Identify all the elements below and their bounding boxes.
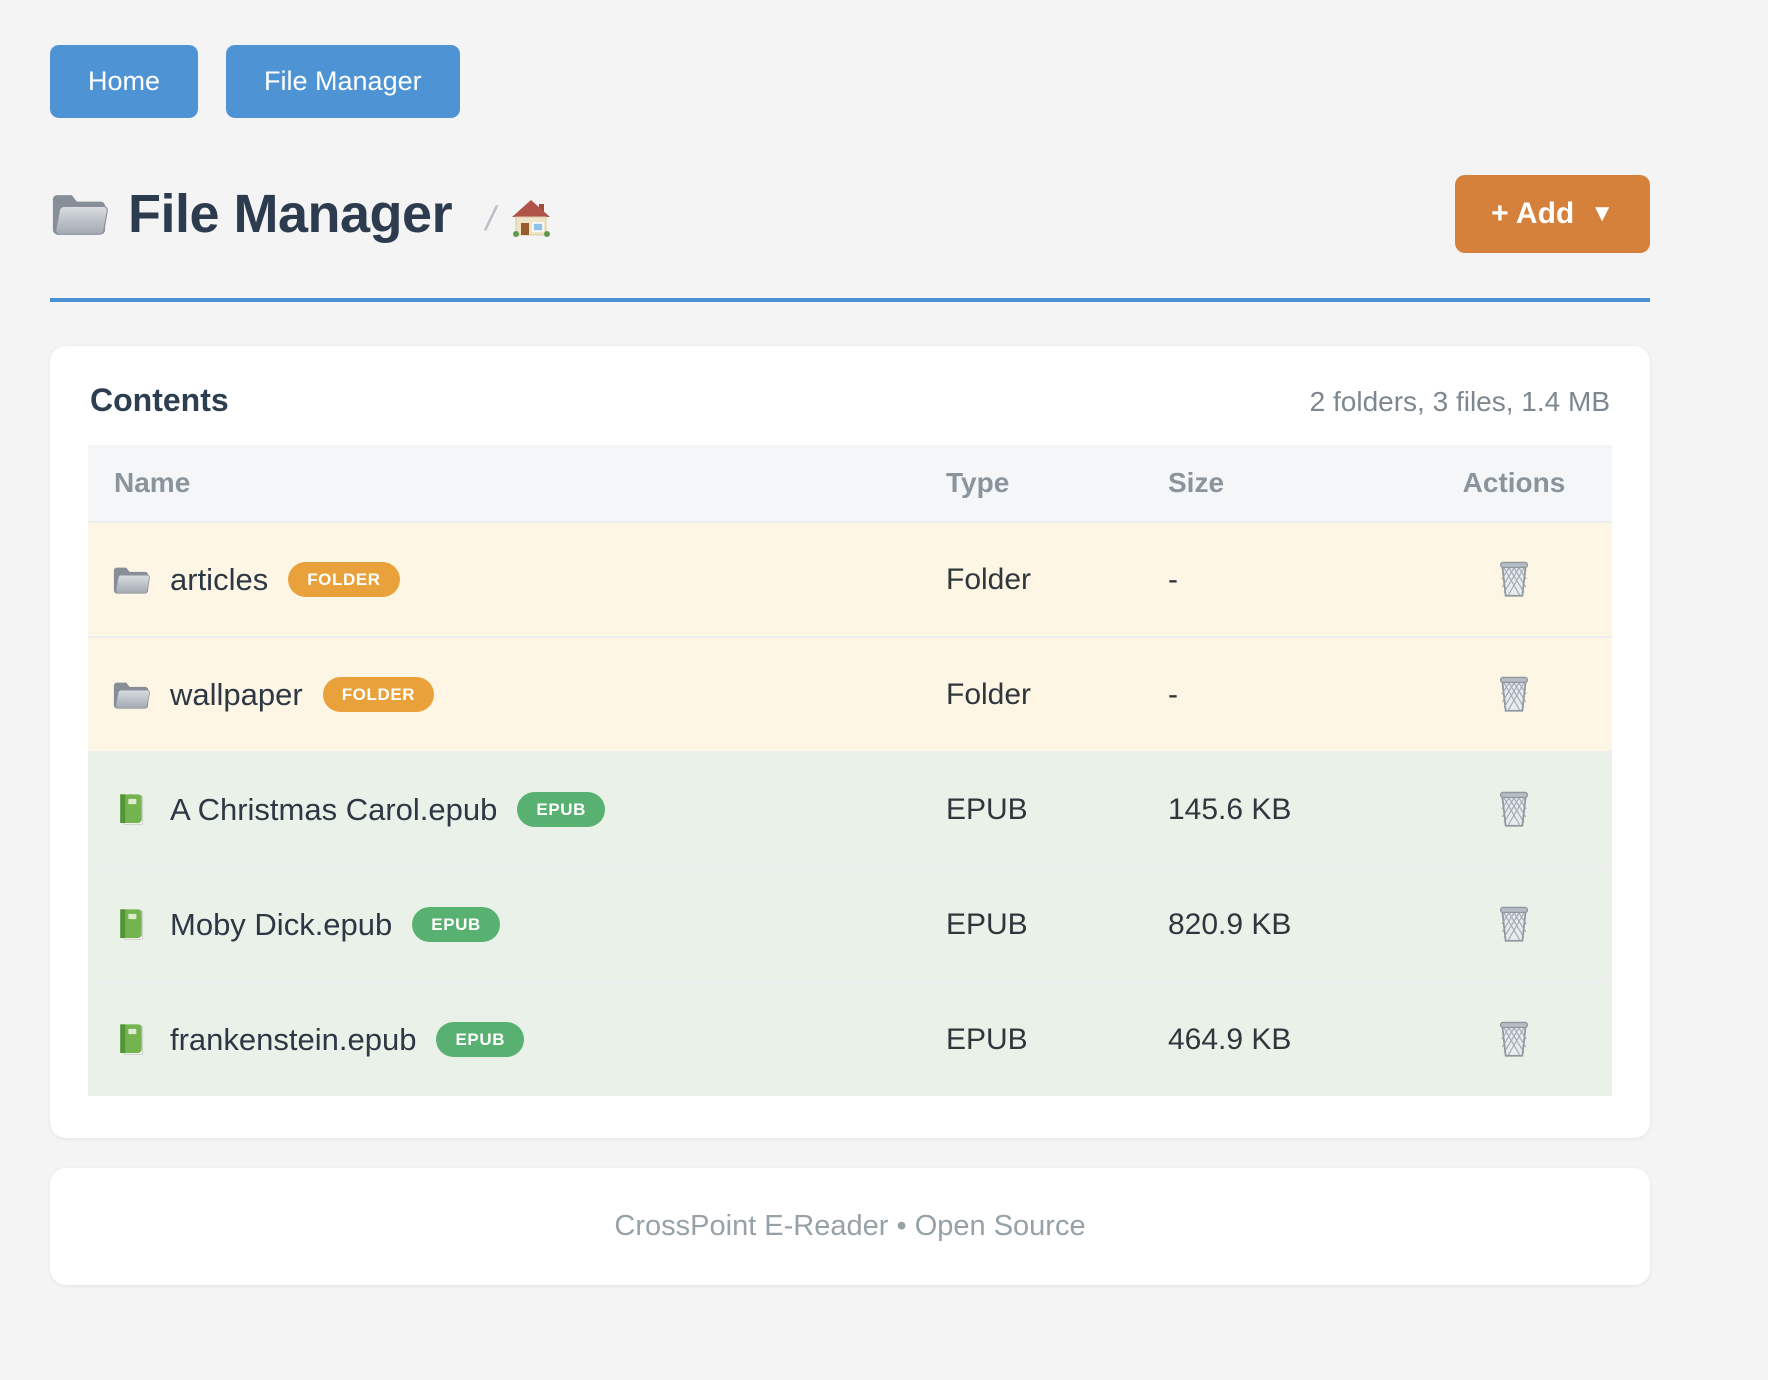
column-header-actions: Actions	[1416, 445, 1612, 522]
trash-icon	[1496, 558, 1532, 598]
file-name: A Christmas Carol.epub	[170, 791, 498, 827]
file-type: EPUB	[946, 1022, 1028, 1056]
chevron-down-icon: ▼	[1590, 200, 1614, 227]
file-name: wallpaper	[170, 676, 303, 712]
file-name: frankenstein.epub	[170, 1021, 417, 1057]
table-body: articles FOLDER Folder -	[88, 522, 1612, 1096]
book-icon	[112, 793, 150, 827]
page-title: File Manager	[128, 184, 453, 244]
contents-card: Contents 2 folders, 3 files, 1.4 MB Name…	[50, 346, 1650, 1138]
breadcrumb: /	[482, 198, 552, 240]
folder-icon	[112, 678, 150, 712]
breadcrumb-separator: /	[482, 199, 500, 238]
file-entry-link[interactable]: frankenstein.epub EPUB	[88, 1022, 946, 1058]
file-size: 464.9 KB	[1168, 1022, 1292, 1056]
house-icon[interactable]	[510, 198, 552, 240]
file-type: EPUB	[946, 792, 1028, 826]
trash-icon	[1496, 673, 1532, 713]
table-row: articles FOLDER Folder -	[88, 522, 1612, 637]
file-name: Moby Dick.epub	[170, 906, 393, 942]
book-icon	[112, 1023, 150, 1057]
contents-heading: Contents	[90, 382, 229, 418]
trash-icon	[1496, 903, 1532, 943]
file-entry-link[interactable]: wallpaper FOLDER	[88, 677, 946, 713]
file-name: articles	[170, 561, 269, 597]
delete-button[interactable]	[1492, 784, 1536, 832]
book-icon	[112, 908, 150, 942]
table-row: A Christmas Carol.epub EPUB EPUB 145.6 K…	[88, 752, 1612, 867]
file-entry-link[interactable]: articles FOLDER	[88, 562, 946, 598]
trash-icon	[1496, 1018, 1532, 1058]
delete-button[interactable]	[1492, 669, 1536, 717]
page-header: File Manager / + Add ▼	[50, 175, 1650, 253]
add-button[interactable]: + Add ▼	[1455, 175, 1650, 253]
folder-icon	[112, 563, 150, 597]
delete-button[interactable]	[1492, 554, 1536, 602]
delete-button[interactable]	[1492, 899, 1536, 947]
add-button-label: + Add	[1491, 197, 1575, 230]
type-badge: FOLDER	[288, 562, 400, 597]
file-size: 145.6 KB	[1168, 792, 1292, 826]
file-size: 820.9 KB	[1168, 907, 1292, 941]
nav-file-manager-button[interactable]: File Manager	[226, 45, 460, 118]
header-divider	[50, 298, 1650, 302]
footer: CrossPoint E-Reader • Open Source	[50, 1168, 1650, 1285]
file-type: Folder	[946, 562, 1032, 596]
type-badge: EPUB	[412, 907, 500, 942]
file-size: -	[1168, 677, 1178, 711]
footer-text: CrossPoint E-Reader • Open Source	[614, 1210, 1086, 1242]
file-entry-link[interactable]: A Christmas Carol.epub EPUB	[88, 792, 946, 828]
column-header-name: Name	[88, 445, 946, 522]
delete-button[interactable]	[1492, 1014, 1536, 1062]
type-badge: EPUB	[436, 1022, 525, 1057]
table-header-row: Name Type Size Actions	[88, 445, 1612, 522]
top-navigation: Home File Manager	[50, 0, 1650, 118]
table-row: wallpaper FOLDER Folder -	[88, 637, 1612, 752]
type-badge: FOLDER	[322, 677, 435, 712]
trash-icon	[1496, 788, 1532, 828]
file-table: Name Type Size Actions articles FOLDER Fold…	[88, 445, 1612, 1096]
file-type: EPUB	[946, 907, 1028, 941]
contents-summary: 2 folders, 3 files, 1.4 MB	[1309, 386, 1610, 417]
type-badge: EPUB	[517, 792, 606, 827]
column-header-size: Size	[1168, 445, 1416, 522]
nav-home-button[interactable]: Home	[50, 45, 199, 118]
file-type: Folder	[946, 677, 1032, 711]
table-row: Moby Dick.epub EPUB EPUB 820.9 KB	[88, 867, 1612, 982]
column-header-type: Type	[946, 445, 1168, 522]
folder-icon	[50, 189, 108, 239]
file-size: -	[1168, 562, 1178, 596]
file-entry-link[interactable]: Moby Dick.epub EPUB	[88, 907, 946, 943]
table-row: frankenstein.epub EPUB EPUB 464.9 KB	[88, 982, 1612, 1096]
